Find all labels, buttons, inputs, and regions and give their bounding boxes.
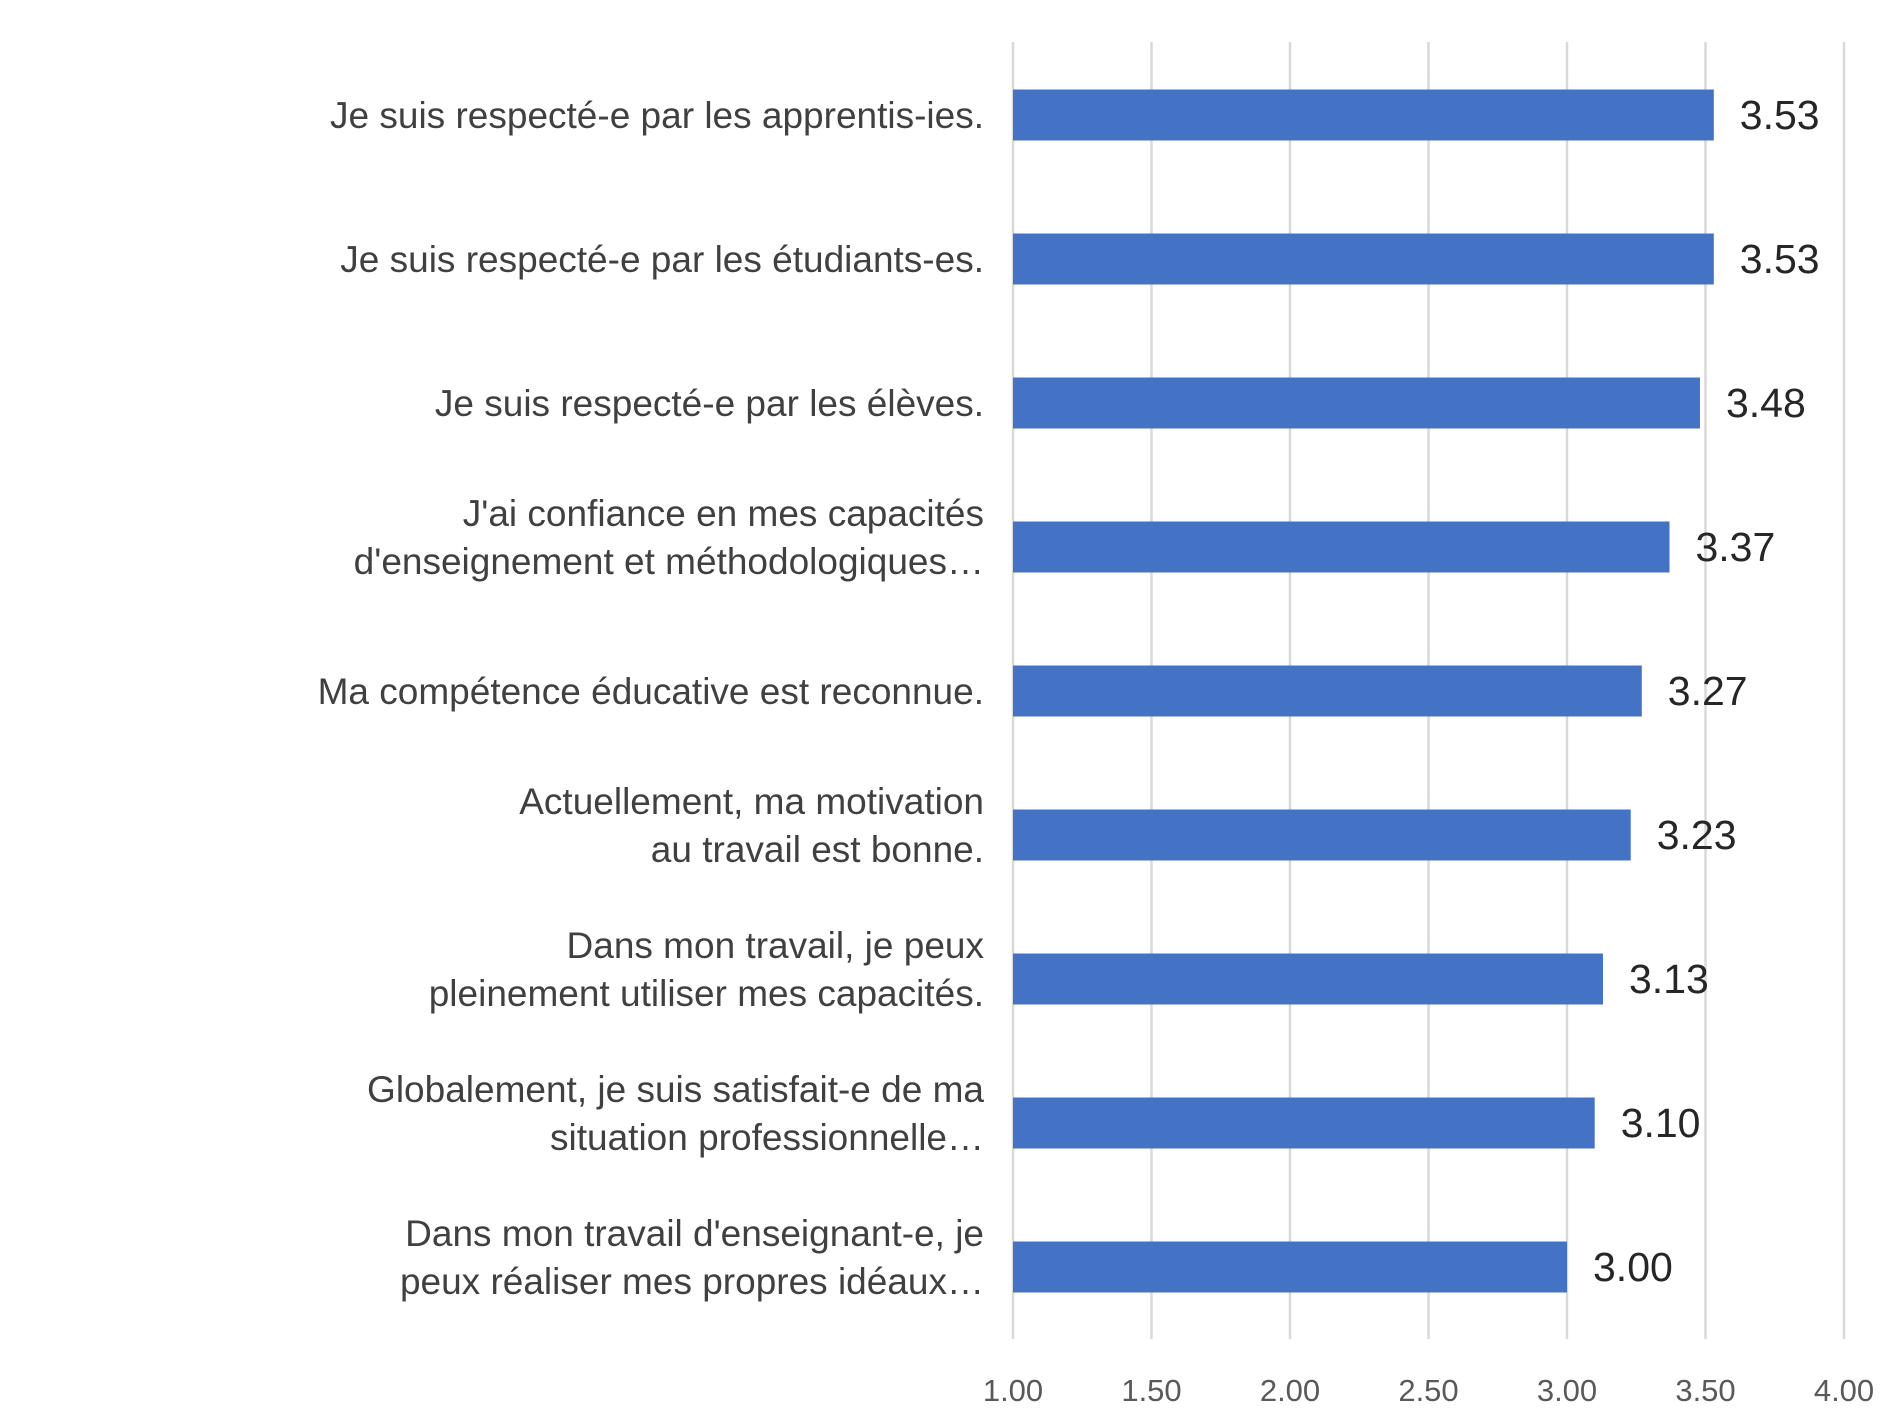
category-label: Je suis respecté-e par les élèves. [435, 383, 984, 424]
data-label: 3.53 [1740, 236, 1820, 282]
data-label: 3.00 [1593, 1244, 1673, 1290]
data-label: 3.48 [1726, 380, 1806, 426]
bar [1013, 233, 1714, 285]
category-label: Dans mon travail, je peux [567, 925, 985, 966]
x-tick-label: 2.50 [1398, 1373, 1458, 1408]
x-tick-label: 1.00 [983, 1373, 1043, 1408]
data-label: 3.10 [1621, 1100, 1701, 1146]
category-label: peux réaliser mes propres idéaux… [400, 1261, 984, 1302]
data-label: 3.13 [1629, 956, 1709, 1002]
category-label: situation professionnelle… [550, 1117, 984, 1158]
bar [1013, 953, 1604, 1005]
category-label: Dans mon travail d'enseignant-e, je [405, 1213, 984, 1254]
x-tick-label: 4.00 [1814, 1373, 1874, 1408]
bar [1013, 89, 1714, 141]
category-label: Ma compétence éducative est reconnue. [318, 671, 984, 712]
x-tick-label: 2.00 [1260, 1373, 1320, 1408]
bar [1013, 809, 1631, 861]
bar [1013, 665, 1642, 717]
category-label: Je suis respecté-e par les apprentis-ies… [330, 95, 984, 136]
bar [1013, 1241, 1567, 1293]
category-label: Je suis respecté-e par les étudiants-es. [340, 239, 984, 280]
category-label: Actuellement, ma motivation [519, 781, 984, 822]
x-tick-label: 3.50 [1675, 1373, 1735, 1408]
data-label: 3.53 [1740, 92, 1820, 138]
bar [1013, 521, 1670, 573]
category-label: J'ai confiance en mes capacités [463, 493, 984, 534]
category-label: Globalement, je suis satisfait-e de ma [367, 1069, 984, 1110]
data-label: 3.23 [1657, 812, 1737, 858]
bar [1013, 1097, 1595, 1149]
data-label: 3.37 [1695, 524, 1775, 570]
bar [1013, 377, 1700, 429]
category-label: pleinement utiliser mes capacités. [429, 973, 984, 1014]
data-label: 3.27 [1668, 668, 1748, 714]
x-tick-label: 3.00 [1537, 1373, 1597, 1408]
x-tick-label: 1.50 [1121, 1373, 1181, 1408]
category-label: au travail est bonne. [651, 829, 984, 870]
category-label: d'enseignement et méthodologiques… [354, 541, 984, 582]
